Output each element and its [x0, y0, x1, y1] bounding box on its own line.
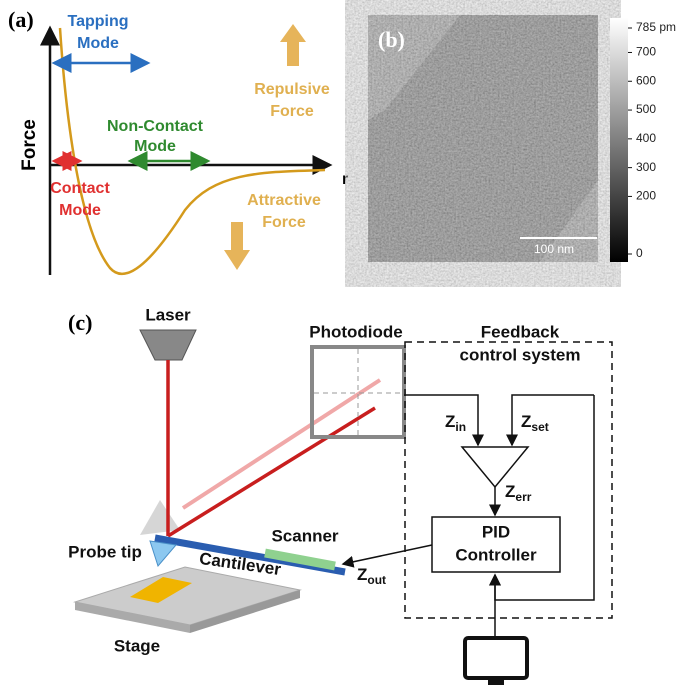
colorbar-tick-label: 785 pm [636, 20, 676, 34]
feedback-label: Feedback [481, 322, 560, 341]
z-out: Zout [357, 565, 386, 587]
z-sub: in [455, 420, 466, 434]
z-main: Z [521, 412, 531, 431]
x-axis-label: r [342, 171, 348, 188]
z-sub: set [531, 420, 548, 434]
monitor-stand [488, 680, 504, 685]
colorbar-tick-label: 300 [636, 160, 656, 174]
z-err: Zerr [505, 482, 532, 504]
non-contact-label: Mode [134, 138, 176, 155]
colorbar-ticks: 785 pm 700 600 500 400 300 200 0 [628, 20, 676, 260]
z-set: Zset [521, 412, 549, 434]
scanner-label: Scanner [271, 526, 338, 545]
stage-label: Stage [114, 636, 160, 655]
probe-tip [150, 541, 176, 566]
attractive-label: Attractive [247, 192, 321, 209]
comparator [462, 447, 528, 487]
repulsive-label: Force [270, 103, 314, 120]
colorbar-tick-label: 600 [636, 73, 656, 87]
figure: (a) Force r Tapping Mode Non-Contact Mod… [0, 0, 682, 685]
z-sub: out [367, 573, 386, 587]
y-axis-label: Force [19, 119, 40, 171]
colorbar-tick-label: 400 [636, 131, 656, 145]
z-in: Zin [445, 412, 466, 434]
signal-line [404, 395, 478, 445]
panel-b: (b) 100 nm 785 pm 700 600 500 400 300 200 0 [368, 15, 676, 262]
panel-label: (c) [68, 310, 92, 335]
repulsive-arrow [280, 24, 306, 66]
tapping-label: Tapping [67, 13, 128, 30]
laser [140, 330, 196, 360]
colorbar-tick-label: 0 [636, 246, 643, 260]
photodiode-label: Photodiode [309, 322, 402, 341]
pid-label: Controller [455, 545, 537, 564]
panel-label: (a) [8, 7, 34, 32]
colorbar-tick-label: 200 [636, 189, 656, 203]
colorbar-tick-label: 700 [636, 45, 656, 59]
repulsive-label: Repulsive [254, 81, 330, 98]
scale-bar-label: 100 nm [534, 242, 574, 256]
force-curve [60, 28, 325, 274]
reflected-beam-ghost [183, 380, 380, 508]
feedback-label: control system [460, 345, 581, 364]
panel-a: (a) Force r Tapping Mode Non-Contact Mod… [8, 7, 348, 275]
contact-label: Mode [59, 202, 101, 219]
monitor [465, 638, 527, 678]
afm-texture [368, 15, 598, 262]
laser-label: Laser [145, 305, 191, 324]
attractive-label: Force [262, 214, 306, 231]
colorbar-tick-label: 500 [636, 102, 656, 116]
z-sub: err [515, 490, 531, 504]
panel-c: (c) Laser Photodiode Feedback control sy… [68, 305, 612, 685]
reflected-beam [168, 408, 375, 536]
z-main: Z [445, 412, 455, 431]
tapping-label: Mode [77, 35, 119, 52]
colorbar [610, 18, 628, 262]
signal-line [343, 545, 432, 564]
non-contact-label: Non-Contact [107, 118, 204, 135]
cantilever-ghost [140, 500, 180, 535]
probe-tip-label: Probe tip [68, 542, 142, 561]
feedback-box [405, 342, 612, 618]
attractive-arrow [224, 222, 250, 270]
pid-label: PID [482, 522, 510, 541]
contact-label: Contact [50, 180, 110, 197]
panel-label: (b) [378, 27, 405, 52]
z-main: Z [357, 565, 367, 584]
z-main: Z [505, 482, 515, 501]
